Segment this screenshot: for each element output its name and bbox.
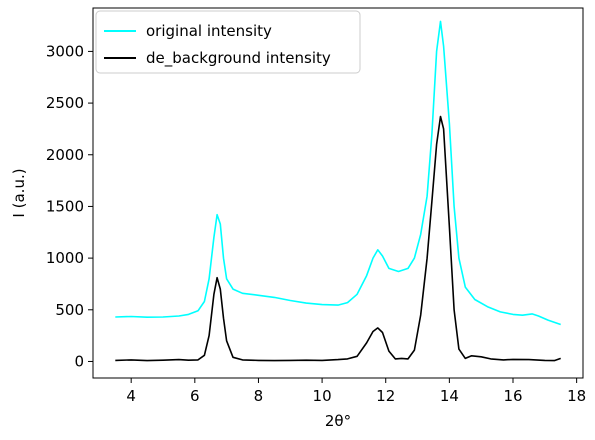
y-tick-label: 2000	[46, 146, 84, 164]
legend-label-1: original intensity	[146, 22, 272, 40]
y-tick-label: 0	[74, 352, 84, 370]
x-tick-label: 6	[190, 387, 200, 405]
x-tick-label: 4	[126, 387, 136, 405]
y-axis-ticks: 0 500 1000 1500 2000 2500 3000	[46, 42, 93, 370]
legend: original intensity de_background intensit…	[95, 10, 361, 74]
y-tick-label: 1000	[46, 249, 84, 267]
x-tick-label: 14	[440, 387, 459, 405]
y-tick-label: 500	[55, 301, 84, 319]
series-line-2	[115, 115, 561, 362]
y-tick-label: 1500	[46, 197, 84, 215]
legend-box	[95, 10, 361, 74]
x-axis-ticks: 4 6 8 10 12 14 16 18	[126, 378, 586, 405]
x-tick-label: 16	[503, 387, 522, 405]
legend-label-2: de_background intensity	[146, 49, 331, 68]
x-tick-label: 18	[567, 387, 586, 405]
plot-lines	[115, 20, 561, 362]
axes-frame	[92, 7, 584, 379]
x-axis-label: 2θ°	[325, 412, 351, 430]
y-tick-label: 2500	[46, 94, 84, 112]
y-axis-label: I (a.u.)	[10, 168, 28, 217]
y-tick-label: 3000	[46, 42, 84, 60]
series-line-1	[115, 20, 561, 326]
x-tick-label: 12	[376, 387, 395, 405]
x-tick-label: 10	[313, 387, 332, 405]
x-tick-label: 8	[254, 387, 264, 405]
